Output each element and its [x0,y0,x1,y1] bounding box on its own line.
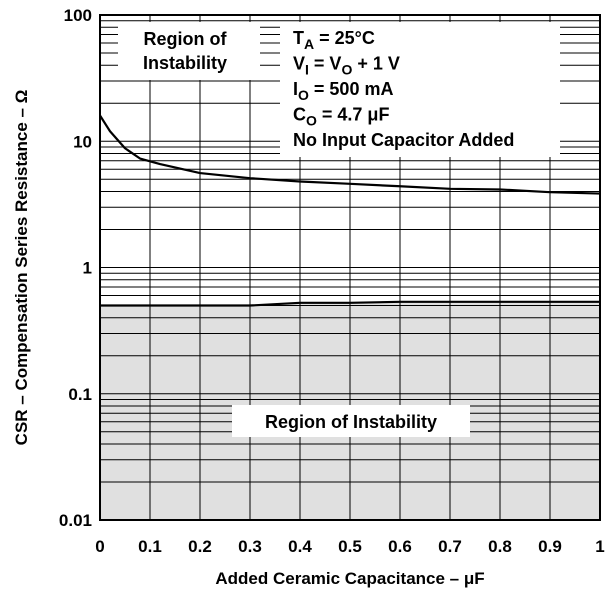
condition-line: CO = 4.7 μF [293,105,389,129]
y-tick-label: 1 [83,259,92,278]
y-tick-label: 10 [73,132,92,151]
x-axis-label: Added Ceramic Capacitance – μF [215,569,484,588]
plot-frame [99,14,601,521]
x-tick-label: 0.3 [238,537,262,556]
x-tick-label: 0 [95,537,104,556]
annotation-boxes [118,22,560,437]
y-axis-label: CSR – Compensation Series Resistance – Ω [12,90,31,446]
lower-boundary-line [100,300,600,307]
x-tick-label: 0.7 [438,537,462,556]
condition-line: TA = 25°C [293,28,375,52]
condition-line: IO = 500 mA [293,79,393,103]
y-tick-label: 0.01 [59,511,92,530]
x-tick-label: 0.1 [138,537,162,556]
x-tick-label: 0.2 [188,537,212,556]
x-tick-label: 1 [595,537,604,556]
y-tick-labels: 0.01 0.1 1 10 100 [59,6,92,530]
upper-boundary-line [99,114,601,195]
lower-region-label: Region of Instability [265,412,437,432]
x-tick-label: 0.9 [538,537,562,556]
x-tick-label: 0.8 [488,537,512,556]
condition-line: VI = VO + 1 V [293,54,400,78]
boundary-curves [99,114,601,307]
upper-region-label-line1: Region of [144,29,228,49]
x-tick-label: 0.6 [388,537,412,556]
upper-region-label-line2: Instability [143,53,227,73]
upper-region-label-box [118,22,260,80]
lower-region-label-box [232,405,470,437]
condition-line: No Input Capacitor Added [293,130,514,150]
x-tick-label: 0.5 [338,537,362,556]
y-tick-label: 0.1 [68,385,92,404]
x-tick-labels: 0 0.1 0.2 0.3 0.4 0.5 0.6 0.7 0.8 0.9 1 [95,537,604,556]
y-tick-label: 100 [64,6,92,25]
conditions-box [280,22,560,157]
x-tick-label: 0.4 [288,537,312,556]
